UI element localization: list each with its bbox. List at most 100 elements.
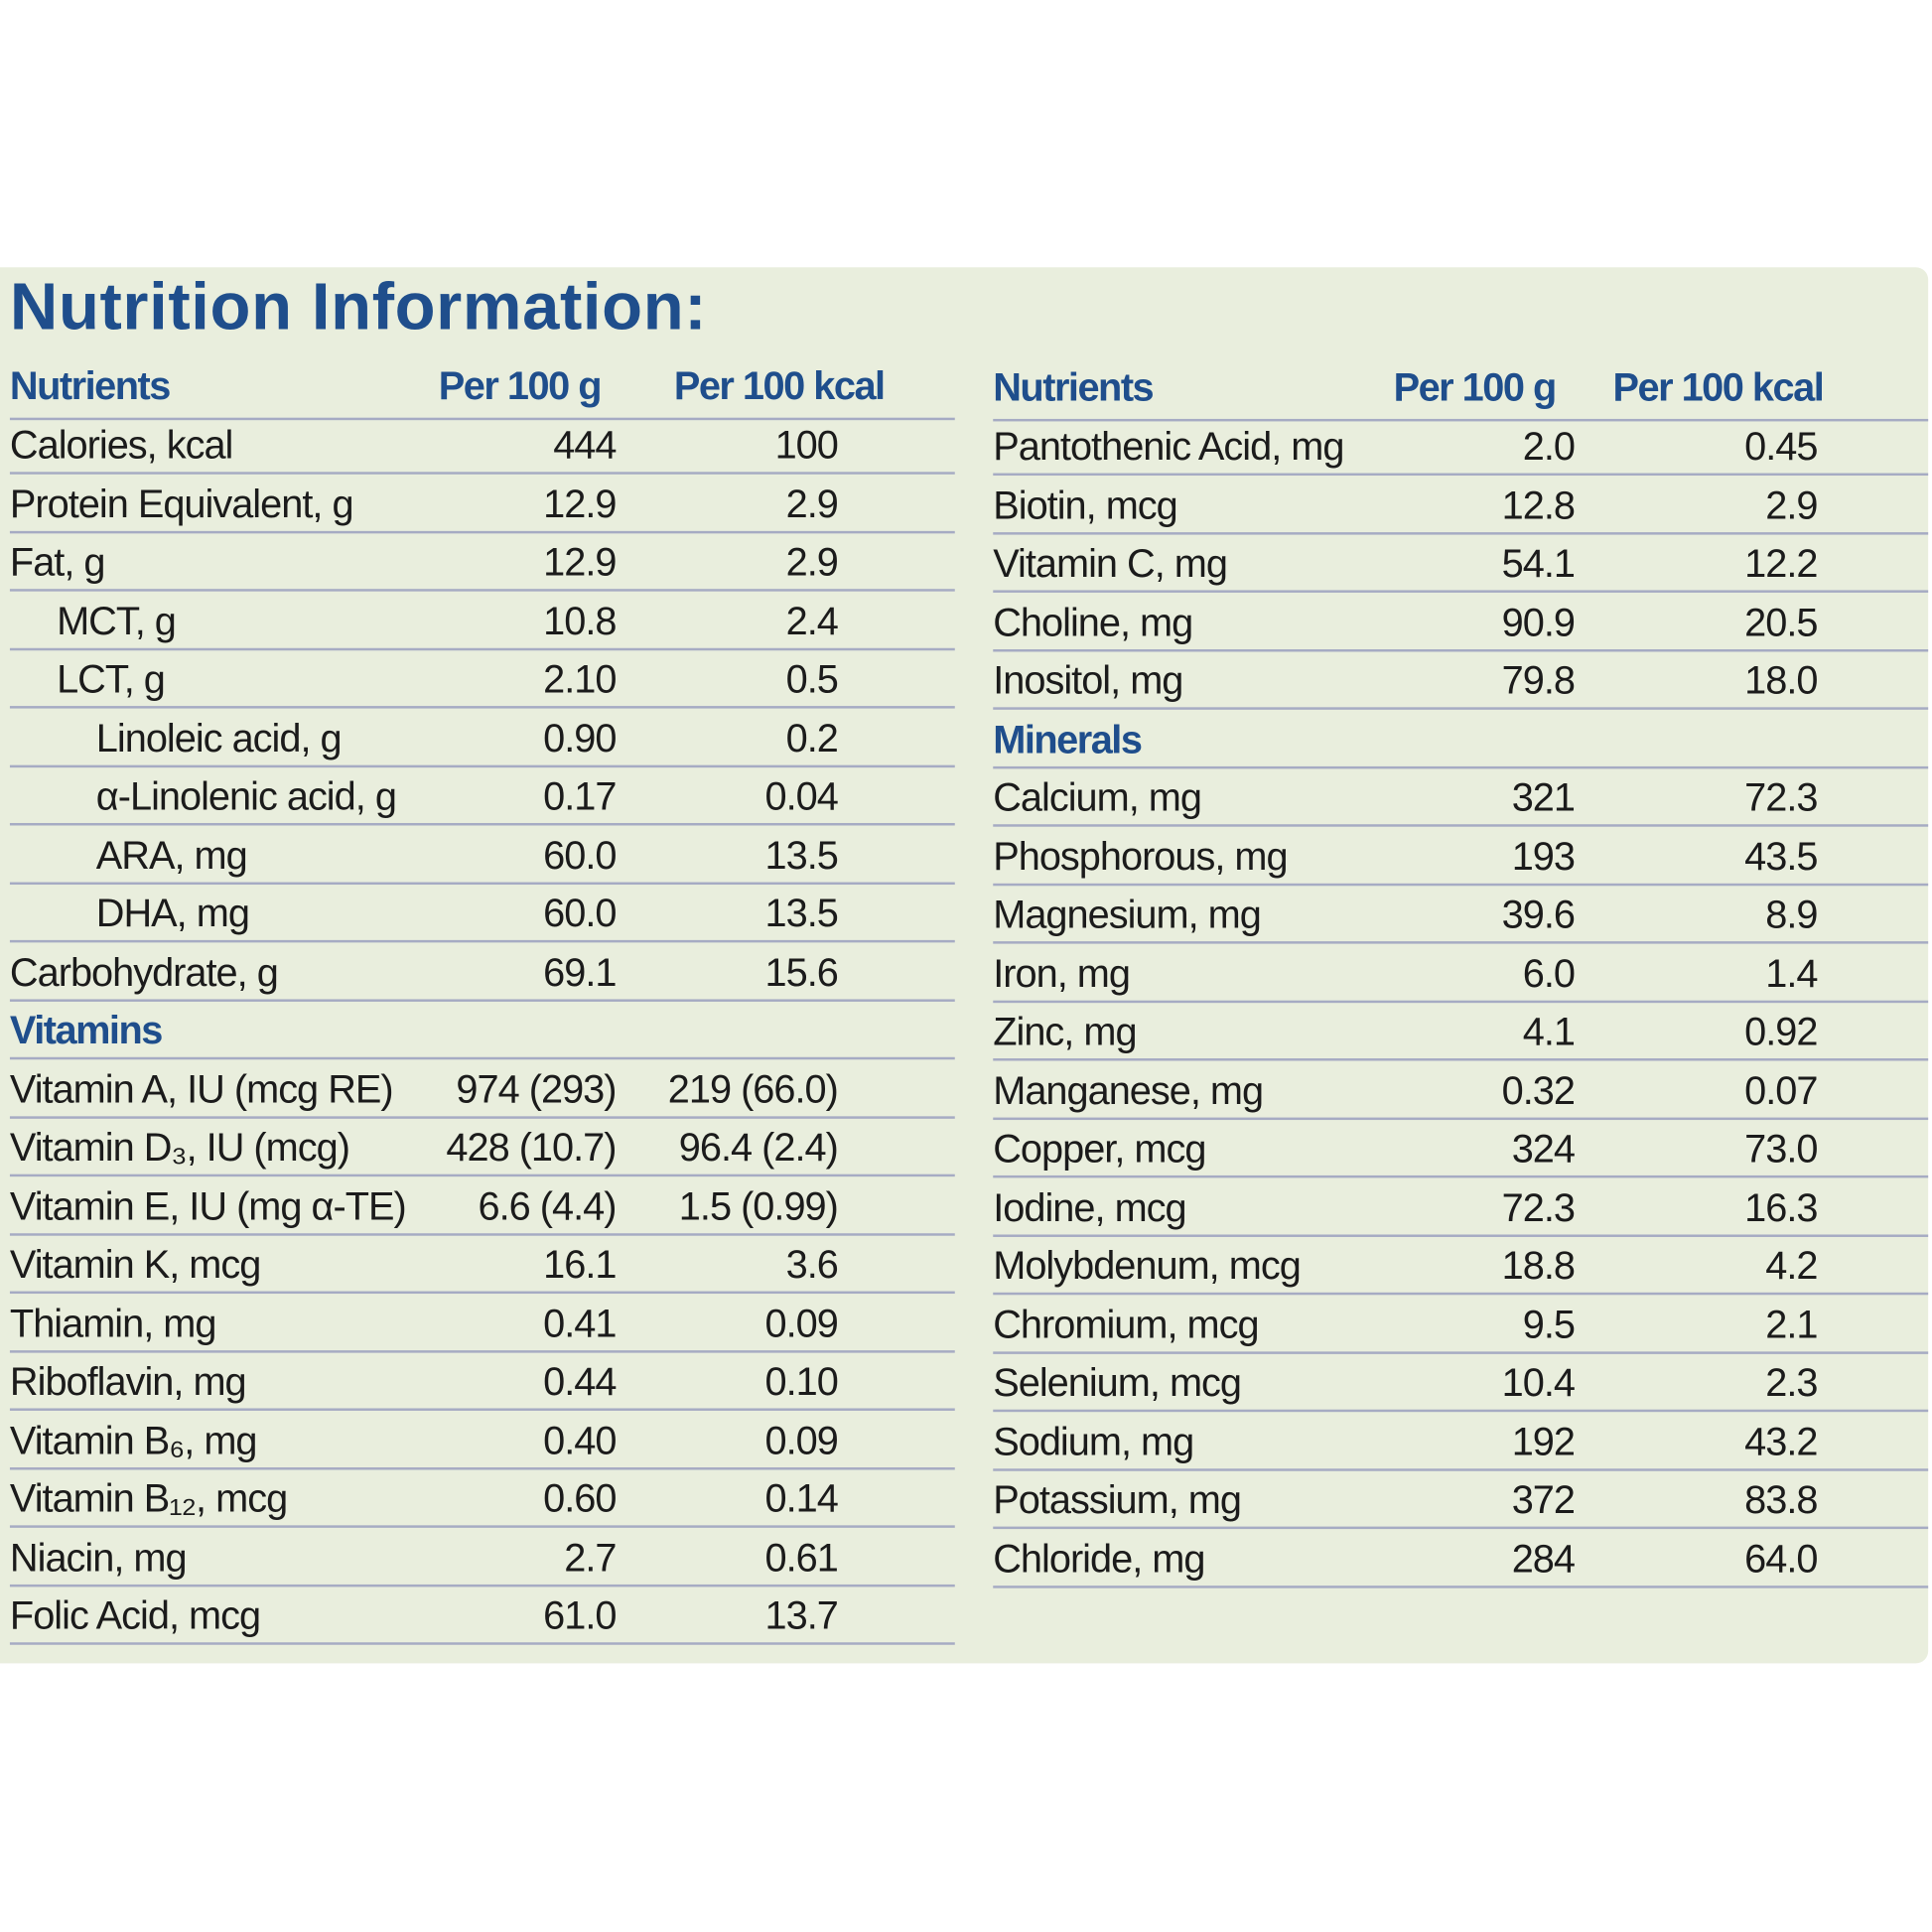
per-100kcal: 0.92 (1744, 1009, 1818, 1054)
per-100kcal: 0.07 (1744, 1067, 1818, 1113)
row-rule (9, 939, 955, 943)
per-100g: 444 (553, 422, 617, 468)
per-100kcal: 72.3 (1744, 774, 1818, 820)
per-100g: 0.60 (543, 1475, 617, 1521)
nutrient-name: Zinc, mg (993, 1009, 1137, 1054)
row-rule (9, 1291, 955, 1295)
per-100kcal: 0.45 (1744, 423, 1818, 469)
column-header: Per 100 kcal (1612, 364, 1824, 410)
per-100kcal: 18.0 (1744, 657, 1818, 703)
per-100g: 6.0 (1522, 950, 1576, 996)
per-100g: 72.3 (1501, 1184, 1576, 1229)
column-header: Per 100 kcal (673, 363, 886, 408)
row-rule (9, 1232, 955, 1236)
per-100g: 6.6 (4.4) (478, 1182, 618, 1228)
per-100kcal: 13.7 (764, 1592, 839, 1638)
per-100kcal: 16.3 (1744, 1184, 1818, 1229)
row-rule (9, 1115, 955, 1119)
per-100g: 2.10 (543, 656, 617, 702)
nutrient-name: Calcium, mg (993, 774, 1202, 820)
row-rule (993, 941, 1929, 944)
nutrient-name: α-Linolenic acid, g (95, 773, 397, 819)
per-100g: 321 (1511, 774, 1576, 820)
row-rule (9, 589, 955, 592)
row-rule (993, 1585, 1929, 1588)
row-rule (9, 1408, 955, 1411)
per-100g: 61.0 (543, 1592, 617, 1638)
per-100g: 10.8 (543, 598, 617, 643)
row-rule (9, 1056, 955, 1060)
per-100g: 9.5 (1522, 1302, 1576, 1346)
per-100kcal: 0.10 (764, 1358, 839, 1404)
per-100g: 193 (1511, 833, 1576, 879)
row-rule (993, 824, 1929, 827)
nutrient-name: Vitamin B₁₂, mcg (9, 1475, 288, 1521)
nutrient-name: Molybdenum, mcg (993, 1243, 1302, 1288)
row-rule (9, 530, 955, 533)
per-100g: 2.0 (1522, 423, 1576, 469)
per-100g: 69.1 (543, 949, 617, 994)
per-100kcal: 0.61 (764, 1534, 839, 1580)
row-rule (993, 590, 1929, 593)
per-100kcal: 4.2 (1765, 1243, 1818, 1288)
nutrient-name: Chloride, mg (993, 1535, 1205, 1581)
nutrient-name: Sodium, mg (993, 1419, 1194, 1463)
row-rule (9, 647, 955, 650)
nutrient-name: Potassium, mg (993, 1476, 1242, 1522)
nutrient-name: Magnesium, mg (993, 892, 1262, 937)
header-rule (9, 417, 955, 421)
per-100g: 18.8 (1501, 1243, 1576, 1288)
per-100kcal: 8.9 (1765, 892, 1818, 937)
nutrient-name: Vitamin C, mg (993, 540, 1228, 586)
per-100kcal: 2.3 (1765, 1360, 1818, 1405)
per-100g: 60.0 (543, 832, 617, 877)
per-100kcal: 20.5 (1744, 599, 1818, 644)
nutrient-name: Vitamin A, IU (mcg RE) (9, 1066, 394, 1111)
per-100kcal: 2.1 (1765, 1302, 1818, 1346)
per-100kcal: 96.4 (2.4) (678, 1125, 839, 1170)
nutrient-name: Copper, mcg (993, 1126, 1206, 1171)
nutrient-name: Iodine, mcg (993, 1184, 1186, 1229)
row-rule (993, 1174, 1929, 1178)
row-rule (993, 1000, 1929, 1003)
per-100g: 10.4 (1501, 1360, 1576, 1405)
row-rule (9, 764, 955, 767)
nutrient-name: Pantothenic Acid, mg (993, 423, 1344, 469)
per-100g: 12.9 (543, 539, 617, 585)
per-100kcal: 2.9 (1765, 482, 1818, 527)
row-rule (993, 1467, 1929, 1471)
per-100kcal: 15.6 (764, 949, 839, 994)
per-100g: 0.40 (543, 1417, 617, 1462)
per-100kcal: 0.04 (764, 773, 839, 819)
per-100kcal: 73.0 (1744, 1126, 1818, 1171)
per-100g: 79.8 (1501, 657, 1576, 703)
row-rule (993, 531, 1929, 534)
panel (0, 267, 1929, 1664)
row-rule (9, 1466, 955, 1469)
row-rule (9, 1584, 955, 1587)
per-100kcal: 0.14 (764, 1475, 839, 1521)
per-100kcal: 1.4 (1765, 950, 1818, 996)
per-100g: 39.6 (1501, 892, 1576, 937)
nutrient-name: Phosphorous, mg (993, 833, 1288, 879)
per-100g: 16.1 (543, 1241, 617, 1287)
nutrient-name: Linoleic acid, g (95, 715, 343, 760)
per-100g: 192 (1511, 1419, 1576, 1463)
row-rule (993, 1292, 1929, 1296)
nutrient-name: Inositol, mg (993, 657, 1183, 703)
column-header: Per 100 g (438, 363, 603, 408)
per-100kcal: 2.9 (785, 539, 839, 585)
row-rule (993, 648, 1929, 651)
per-100g: 0.41 (543, 1300, 617, 1345)
title: Nutrition Information: (9, 269, 708, 345)
per-100kcal: 1.5 (0.99) (678, 1182, 839, 1228)
row-rule (993, 1233, 1929, 1237)
row-rule (9, 998, 955, 1002)
row-rule (993, 1526, 1929, 1530)
row-rule (993, 765, 1929, 768)
per-100kcal: 0.09 (764, 1417, 839, 1462)
row-rule (993, 1058, 1929, 1061)
per-100g: 2.7 (564, 1534, 617, 1580)
per-100g: 90.9 (1501, 599, 1576, 644)
